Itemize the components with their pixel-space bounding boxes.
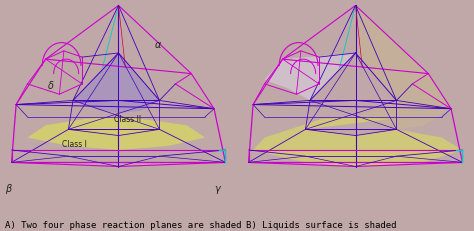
Text: β: β — [5, 183, 11, 193]
Text: Class I: Class I — [62, 139, 86, 148]
Polygon shape — [27, 117, 205, 150]
Text: Class II: Class II — [114, 115, 141, 124]
Polygon shape — [264, 54, 356, 101]
Polygon shape — [73, 54, 159, 113]
Text: α: α — [155, 40, 161, 49]
Polygon shape — [356, 6, 451, 130]
Text: γ: γ — [214, 183, 220, 193]
Text: B) Liquids surface is shaded: B) Liquids surface is shaded — [246, 220, 397, 229]
Text: A) Two four phase reaction planes are shaded: A) Two four phase reaction planes are sh… — [5, 220, 241, 229]
Polygon shape — [253, 117, 463, 167]
Text: δ: δ — [48, 81, 54, 91]
